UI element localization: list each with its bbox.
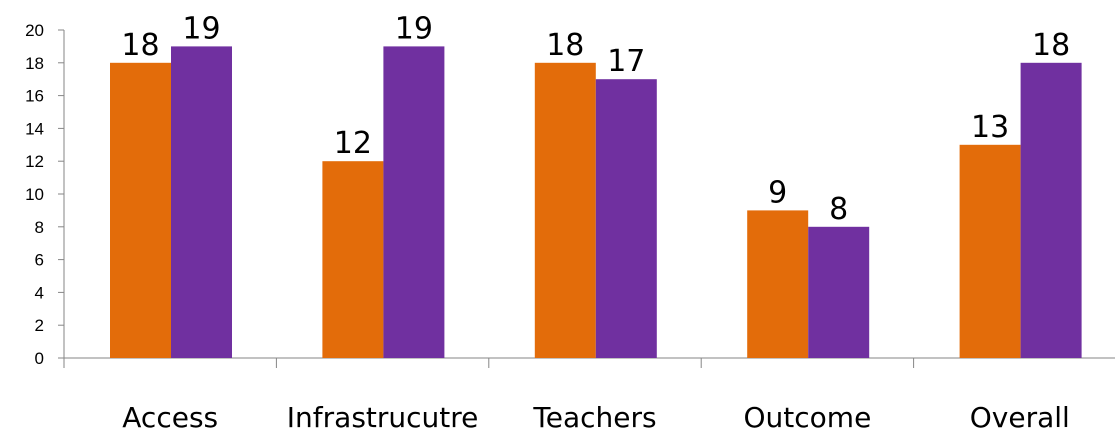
bar-access-series-1 [110, 62, 171, 359]
x-tick-label: Infrastrucutre [287, 401, 479, 430]
data-label: 19 [395, 11, 433, 46]
data-label: 12 [334, 126, 372, 161]
x-tick-label: Teachers [532, 401, 656, 430]
bar-overall-series-1 [959, 144, 1021, 358]
x-tick-label: Overall [970, 401, 1070, 430]
data-label: 18 [546, 28, 584, 63]
y-tick-label: 4 [35, 283, 44, 302]
y-tick-label: 0 [35, 349, 44, 368]
bar-teachers-series-2 [595, 79, 657, 358]
y-axis: 0 2 4 6 8 10 12 14 16 18 20 [25, 21, 65, 368]
data-label: 18 [1032, 28, 1070, 63]
x-axis: Access Infrastrucutre Teachers Outcome Overa… [63, 357, 1115, 430]
data-labels: 18 19 12 19 18 17 9 8 13 18 [121, 11, 1070, 226]
bar-access-series-2 [171, 46, 232, 359]
y-tick-label: 20 [25, 21, 44, 40]
bar-overall-series-2 [1020, 62, 1082, 359]
y-tick-label: 8 [35, 218, 44, 237]
bar-teachers-series-1 [534, 62, 596, 359]
bar-infrastrucutre-series-2 [383, 46, 445, 359]
y-tick-label: 12 [25, 152, 44, 171]
data-label: 18 [121, 28, 159, 63]
y-tick-label: 16 [25, 87, 44, 106]
bars [110, 46, 1082, 359]
y-tick-label: 6 [35, 251, 44, 270]
y-tick-label: 14 [25, 119, 44, 138]
data-label: 9 [768, 175, 787, 210]
y-tick-label: 10 [25, 185, 44, 204]
data-label: 13 [971, 110, 1009, 145]
data-label: 19 [182, 11, 220, 46]
data-label: 17 [607, 44, 645, 79]
y-tick-label: 18 [25, 54, 44, 73]
y-tick-label: 2 [35, 316, 44, 335]
x-tick-label: Outcome [744, 401, 872, 430]
bar-infrastrucutre-series-1 [322, 161, 384, 358]
bar-outcome-series-1 [747, 210, 809, 358]
x-tick-label: Access [122, 401, 218, 430]
data-label: 8 [829, 192, 848, 227]
bar-outcome-series-2 [808, 226, 870, 358]
